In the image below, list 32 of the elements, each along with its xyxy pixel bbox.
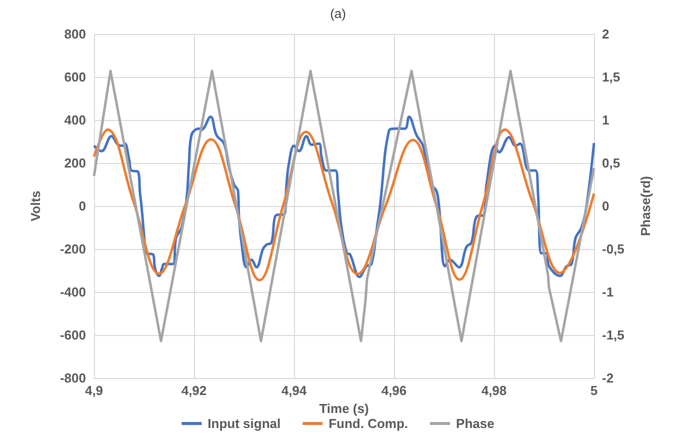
y2-tick-label: -1 — [602, 284, 614, 300]
y2-tick-label: -0,5 — [602, 242, 624, 256]
x-tick-label: 4,94 — [281, 383, 308, 398]
x-axis-title: Time (s) — [319, 400, 369, 416]
y2-tick-label: 2 — [602, 26, 610, 42]
y-tick-label: 200 — [64, 156, 86, 170]
x-tick-label: 4,96 — [381, 383, 407, 398]
y-axis-title: Volts — [28, 190, 43, 222]
y-tick-label: -400 — [60, 284, 86, 300]
y-tick-label: 800 — [64, 26, 86, 42]
y2-tick-label: 1,5 — [602, 70, 620, 84]
y2-tick-label: 0 — [602, 198, 610, 214]
legend-label: Phase — [456, 416, 494, 431]
y-tick-label: -600 — [60, 328, 86, 342]
y2-tick-label: 0,5 — [602, 156, 620, 170]
y-tick-label: -200 — [60, 242, 86, 256]
line-series — [92, 70, 596, 342]
y2-tick-label: -2 — [602, 370, 614, 386]
x-tick-label: 4,9 — [84, 383, 104, 398]
y2-tick-label: 1 — [602, 112, 610, 128]
y-tick-label: 400 — [64, 112, 86, 128]
x-tick-label: 4,92 — [181, 383, 207, 398]
y2-tick-label: -1,5 — [602, 328, 624, 342]
legend-label: Input signal — [208, 416, 281, 431]
y2-axis-title: Phase(rd) — [638, 176, 653, 236]
x-tick-label: 4,98 — [481, 383, 507, 398]
y-tick-label: -800 — [60, 370, 86, 386]
x-tick-label: 5 — [590, 383, 598, 398]
y-tick-label: 0 — [78, 198, 86, 214]
chart-title: (a) — [330, 6, 346, 21]
y-tick-label: 600 — [64, 70, 86, 84]
legend-label: Fund. Comp. — [328, 416, 408, 431]
